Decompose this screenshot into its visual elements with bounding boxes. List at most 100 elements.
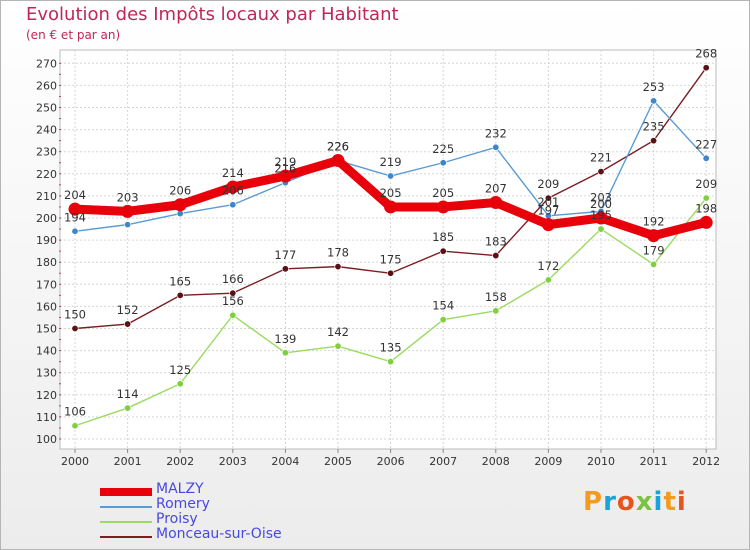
data-label: 185 xyxy=(432,230,454,244)
data-label: 227 xyxy=(695,137,717,151)
data-point xyxy=(492,307,500,315)
data-point xyxy=(229,289,237,297)
data-point xyxy=(387,172,395,180)
data-point xyxy=(439,159,447,167)
data-point xyxy=(594,211,608,225)
data-label: 154 xyxy=(432,299,454,313)
data-point xyxy=(387,358,395,366)
data-point xyxy=(650,260,658,268)
data-label: 165 xyxy=(169,274,191,288)
data-label: 135 xyxy=(380,341,402,355)
data-point xyxy=(124,404,132,412)
x-tick-label: 2000 xyxy=(61,455,89,468)
data-point xyxy=(226,180,240,194)
legend-label: Proisy xyxy=(156,511,198,527)
legend-label: MALZY xyxy=(156,481,204,497)
data-label: 175 xyxy=(380,252,402,266)
y-tick-label: 230 xyxy=(36,146,57,159)
data-label: 232 xyxy=(485,126,507,140)
data-label: 114 xyxy=(117,387,139,401)
data-point xyxy=(334,263,342,271)
y-tick-label: 210 xyxy=(36,190,57,203)
data-label: 225 xyxy=(432,142,454,156)
x-tick-label: 2010 xyxy=(587,455,615,468)
data-label: 226 xyxy=(327,140,349,154)
y-tick-label: 200 xyxy=(36,212,57,225)
data-point xyxy=(439,316,447,324)
data-label: 195 xyxy=(590,208,612,222)
data-label: 216 xyxy=(274,162,296,176)
logo-letter: i xyxy=(676,487,687,517)
line-chart: 100 110 120 130 140 150 160 170 180 190 200 210 220 2… xyxy=(36,47,720,468)
data-point xyxy=(281,349,289,357)
data-label: 172 xyxy=(537,259,559,273)
y-tick-label: 220 xyxy=(36,168,57,181)
logo-letter: i xyxy=(653,487,664,517)
legend-swatch xyxy=(100,536,152,538)
data-point xyxy=(229,201,237,209)
data-label: 198 xyxy=(695,201,717,215)
data-label: 253 xyxy=(643,80,665,94)
data-label: 207 xyxy=(485,182,507,196)
data-label: 150 xyxy=(64,308,86,322)
data-label: 209 xyxy=(537,177,559,191)
data-point xyxy=(176,210,184,218)
legend-swatch xyxy=(100,506,152,508)
logo-letter: x xyxy=(635,487,654,517)
data-point xyxy=(121,204,135,218)
data-point xyxy=(541,218,555,232)
x-tick-label: 2006 xyxy=(377,455,405,468)
data-label: 197 xyxy=(537,204,559,218)
data-point xyxy=(597,225,605,233)
y-tick-label: 110 xyxy=(36,411,57,424)
data-label: 178 xyxy=(327,246,349,260)
data-point xyxy=(436,200,450,214)
data-point xyxy=(647,229,661,243)
data-point xyxy=(699,215,713,229)
x-tick-label: 2012 xyxy=(692,455,720,468)
data-label: 219 xyxy=(274,155,296,169)
y-tick-label: 120 xyxy=(36,389,57,402)
logo-letter: r xyxy=(603,487,617,517)
x-tick-label: 2007 xyxy=(429,455,457,468)
x-tick-label: 2004 xyxy=(271,455,299,468)
legend-swatch xyxy=(100,488,152,496)
data-point xyxy=(544,276,552,284)
data-point xyxy=(176,380,184,388)
data-point xyxy=(384,200,398,214)
data-label: 177 xyxy=(274,248,296,262)
y-tick-label: 250 xyxy=(36,102,57,115)
y-tick-label: 160 xyxy=(36,300,57,313)
data-point xyxy=(278,169,292,183)
data-point xyxy=(650,97,658,105)
data-label: 203 xyxy=(117,190,139,204)
data-label: 206 xyxy=(222,184,244,198)
data-label: 209 xyxy=(695,177,717,191)
data-label: 206 xyxy=(169,184,191,198)
x-tick-label: 2011 xyxy=(640,455,668,468)
data-point xyxy=(492,252,500,260)
plot-area xyxy=(59,49,717,450)
y-tick-label: 180 xyxy=(36,256,57,269)
data-point xyxy=(492,143,500,151)
data-label: 179 xyxy=(643,243,665,257)
data-point xyxy=(71,227,79,235)
data-label: 194 xyxy=(64,210,86,224)
data-label: 166 xyxy=(222,272,244,286)
data-label: 235 xyxy=(643,120,665,134)
data-point xyxy=(597,168,605,176)
data-point xyxy=(702,194,710,202)
data-point xyxy=(229,311,237,319)
data-label: 205 xyxy=(380,186,402,200)
y-tick-label: 130 xyxy=(36,367,57,380)
data-point xyxy=(124,320,132,328)
data-point xyxy=(702,64,710,72)
data-point xyxy=(439,247,447,255)
legend-label: Monceau-sur-Oise xyxy=(156,526,282,542)
x-tick-label: 2003 xyxy=(219,455,247,468)
x-tick-label: 2009 xyxy=(534,455,562,468)
data-label: 268 xyxy=(695,47,717,61)
data-point xyxy=(71,422,79,430)
x-tick-label: 2001 xyxy=(114,455,142,468)
data-point xyxy=(489,196,503,210)
